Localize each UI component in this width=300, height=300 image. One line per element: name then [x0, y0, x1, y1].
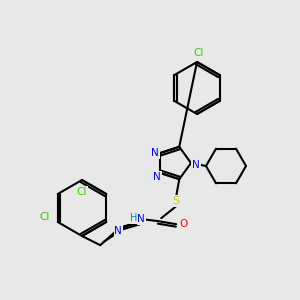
Text: N: N	[137, 214, 145, 224]
Text: Cl: Cl	[77, 187, 87, 197]
Text: O: O	[179, 219, 188, 229]
Text: N: N	[192, 160, 200, 170]
Text: Cl: Cl	[40, 212, 50, 222]
Text: N: N	[114, 226, 122, 236]
Text: S: S	[173, 196, 180, 206]
Text: N: N	[153, 172, 161, 182]
Text: Cl: Cl	[194, 48, 204, 58]
Text: N: N	[152, 148, 159, 158]
Text: H: H	[130, 213, 137, 223]
